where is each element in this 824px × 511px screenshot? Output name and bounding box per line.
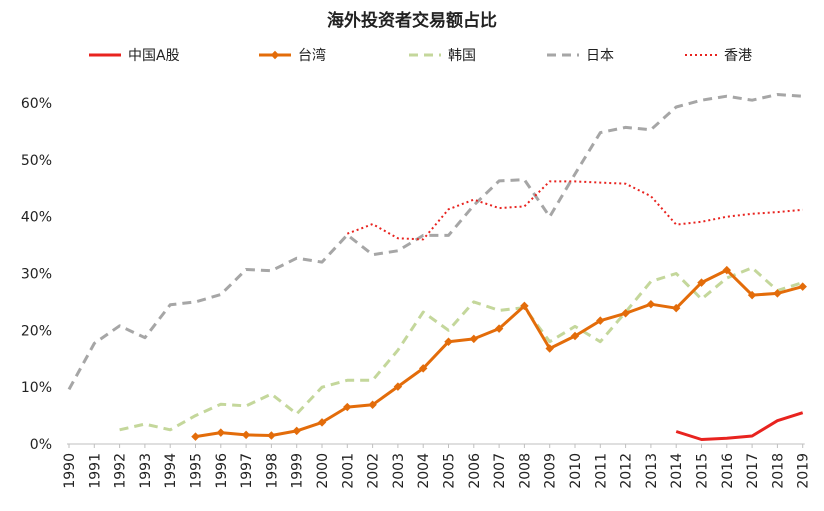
legend-label: 日本 (586, 48, 614, 64)
data-point-台湾 (393, 382, 403, 391)
x-tick-label: 1992 (113, 453, 129, 489)
series-line-韩国 (119, 266, 804, 432)
y-tick-label: 30% (21, 267, 52, 283)
legend-swatch (547, 53, 579, 57)
data-point-台湾 (671, 303, 681, 313)
y-tick-label: 20% (21, 323, 52, 339)
data-point-台湾 (368, 400, 377, 410)
y-tick-label: 10% (21, 380, 52, 396)
legend-item: 韩国 (408, 44, 476, 66)
legend-item: 中国A股 (88, 44, 180, 66)
series-line-台湾 (195, 268, 804, 439)
x-tick-label: 2017 (745, 453, 761, 489)
x-tick-label: 2019 (796, 453, 812, 489)
series-line-中国A股 (675, 411, 804, 441)
x-tick-label: 1991 (87, 453, 103, 489)
data-point-台湾 (596, 316, 605, 325)
y-tick-label: 50% (21, 153, 52, 169)
legend-swatch (409, 53, 441, 57)
y-tick-label: 0% (30, 437, 52, 453)
y-tick-label: 60% (21, 96, 52, 112)
x-tick-label: 1994 (163, 453, 179, 489)
x-tick-label: 2007 (492, 453, 508, 489)
data-point-台湾 (494, 324, 504, 333)
x-tick-label: 2011 (593, 453, 609, 489)
data-point-台湾 (469, 334, 479, 344)
y-tick-label: 40% (21, 210, 52, 226)
x-tick-label: 2018 (770, 453, 786, 489)
data-point-台湾 (747, 290, 757, 300)
x-tick-label: 2013 (644, 453, 660, 489)
data-point-台湾 (191, 432, 200, 441)
x-tick-label: 1995 (189, 453, 205, 489)
data-point-台湾 (697, 278, 706, 287)
data-point-台湾 (317, 418, 327, 427)
data-point-台湾 (646, 299, 656, 309)
x-tick-label: 2000 (315, 453, 331, 489)
x-tick-label: 2006 (467, 453, 483, 489)
x-tick-label: 2015 (695, 453, 711, 489)
legend-label: 韩国 (448, 48, 476, 64)
data-point-台湾 (343, 402, 352, 412)
x-tick-label: 1998 (264, 453, 280, 489)
legend-label: 香港 (724, 48, 752, 64)
data-point-台湾 (798, 282, 807, 291)
legend: 中国A股 台湾 韩国 日本 香港 (0, 44, 824, 66)
data-point-台湾 (773, 289, 782, 298)
legend-item: 香港 (684, 44, 752, 66)
legend-label: 中国A股 (128, 48, 180, 64)
chart-title: 海外投资者交易额占比 (327, 11, 497, 31)
x-tick-label: 2014 (669, 453, 685, 489)
x-tick-label: 2012 (619, 453, 635, 489)
x-tick-label: 2009 (543, 453, 559, 489)
x-tick-label: 1996 (214, 453, 230, 489)
data-point-台湾 (241, 430, 251, 440)
legend-label: 台湾 (298, 48, 326, 64)
x-tick-label: 1993 (138, 453, 154, 489)
series-line-香港 (346, 180, 803, 241)
legend-swatch (259, 50, 291, 60)
legend-swatch (89, 53, 121, 57)
x-tick-label: 2005 (442, 453, 458, 489)
data-point-台湾 (267, 431, 276, 440)
data-point-台湾 (621, 309, 630, 318)
data-point-台湾 (570, 331, 580, 341)
x-tick-label: 1990 (62, 453, 78, 489)
legend-item: 台湾 (258, 44, 326, 66)
data-point-台湾 (216, 428, 226, 437)
x-tick-label: 2004 (416, 453, 432, 489)
data-point-台湾 (444, 337, 453, 346)
legend-item: 日本 (546, 44, 614, 66)
data-point-台湾 (520, 301, 529, 311)
data-point-台湾 (418, 364, 428, 373)
legend-swatch (685, 54, 717, 56)
data-point-台湾 (545, 344, 554, 353)
x-tick-label: 2002 (366, 453, 382, 489)
x-tick-label: 2008 (517, 453, 533, 489)
x-tick-label: 2003 (391, 453, 407, 489)
x-tick-label: 2016 (720, 453, 736, 489)
x-tick-label: 2010 (568, 453, 584, 489)
data-point-台湾 (292, 426, 301, 436)
x-tick-label: 1997 (239, 453, 255, 489)
x-tick-label: 2001 (340, 453, 356, 489)
series-line-日本 (67, 93, 803, 391)
data-point-台湾 (722, 265, 732, 275)
x-tick-label: 1999 (290, 453, 306, 489)
